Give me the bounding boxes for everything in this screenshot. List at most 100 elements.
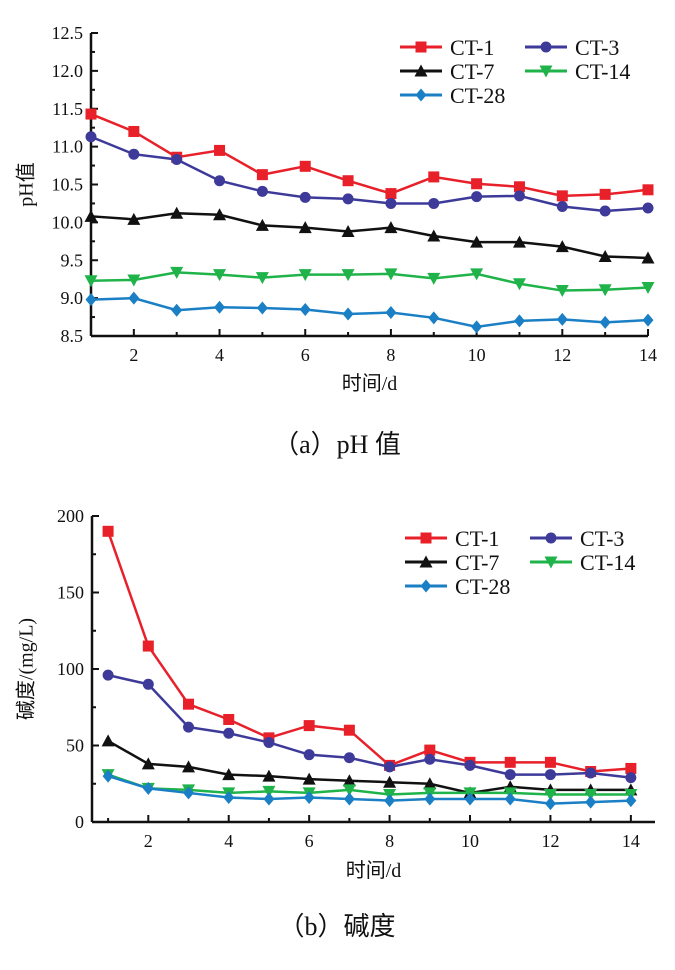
y-tick-label: 9.5	[61, 250, 84, 270]
x-tick-label: 4	[215, 345, 224, 365]
data-point	[182, 760, 196, 773]
legend-marker	[415, 88, 427, 102]
legend-label: CT-7	[450, 59, 494, 84]
data-point	[464, 792, 476, 806]
series-line	[107, 773, 631, 796]
data-point	[342, 784, 356, 797]
y-tick-label: 100	[57, 659, 84, 679]
data-point	[298, 221, 312, 234]
series-CT-28	[102, 769, 637, 811]
chart-2: 0 50 100 150 200 2 4 6 8 10 12 14 时间/d 碱度/(mg/L) （b）碱度…	[15, 506, 655, 941]
legend-marker	[544, 556, 558, 569]
data-point	[599, 315, 611, 329]
data-point	[303, 749, 315, 761]
data-point	[383, 775, 397, 788]
series-CT-3	[102, 669, 637, 784]
legend-label: CT-14	[580, 550, 635, 575]
data-point	[262, 769, 276, 782]
data-point	[183, 698, 195, 710]
data-point	[299, 302, 311, 316]
legend-marker	[539, 65, 553, 78]
data-point	[102, 669, 114, 681]
data-point	[512, 235, 526, 248]
x-tick-label: 2	[129, 345, 138, 365]
data-point	[428, 171, 440, 183]
legend-marker	[420, 532, 432, 544]
data-point	[384, 761, 396, 773]
series-CT-7	[84, 206, 655, 264]
data-point	[341, 224, 355, 237]
y-tick-label: 10.0	[52, 212, 84, 232]
data-point	[504, 756, 516, 768]
x-tick-label: 8	[385, 831, 394, 851]
data-point	[141, 757, 155, 770]
legend-marker	[419, 555, 433, 568]
data-point	[341, 269, 355, 282]
series-CT-14	[101, 769, 638, 801]
data-point	[585, 767, 597, 779]
data-point	[585, 795, 597, 809]
data-point	[543, 788, 557, 801]
data-point	[84, 275, 98, 288]
y-tick-label: 12.5	[52, 23, 84, 43]
y-tick-label: 150	[57, 583, 84, 603]
data-point	[302, 772, 316, 785]
series-CT-3	[85, 131, 654, 217]
data-point	[299, 160, 311, 172]
series-line	[90, 135, 649, 213]
series-line	[90, 112, 649, 198]
legend-marker	[414, 64, 428, 77]
y-tick-label: 10.5	[52, 175, 84, 195]
data-point	[171, 154, 183, 166]
data-point	[544, 769, 556, 781]
x-tick-label: 6	[305, 831, 314, 851]
data-point	[424, 792, 436, 806]
x-tick-label: 4	[224, 831, 233, 851]
data-point	[142, 678, 154, 690]
data-point	[625, 772, 637, 784]
data-point	[128, 148, 140, 160]
data-point	[555, 285, 569, 298]
data-point	[343, 724, 355, 736]
data-point	[598, 249, 612, 262]
legend-label: CT-3	[580, 526, 624, 551]
data-point	[384, 794, 396, 808]
x-tick-label: 8	[386, 345, 395, 365]
data-point	[470, 268, 484, 281]
x-tick-label: 14	[622, 831, 640, 851]
data-point	[556, 200, 568, 212]
y-tick-label: 11.5	[52, 99, 83, 119]
legend-item: CT-7	[405, 550, 499, 575]
legend-marker	[540, 41, 552, 53]
legend-label: CT-3	[575, 35, 619, 60]
data-point	[128, 291, 140, 305]
y-tick-label: 0	[75, 812, 84, 832]
data-point	[385, 188, 397, 200]
data-point	[470, 235, 484, 248]
data-point	[85, 293, 97, 307]
data-point	[101, 734, 115, 747]
data-point	[255, 218, 269, 231]
data-point	[214, 175, 226, 187]
data-point	[342, 175, 354, 187]
data-point	[428, 197, 440, 209]
data-point	[342, 307, 354, 321]
y-tick-label: 11.0	[52, 137, 83, 157]
data-point	[142, 640, 154, 652]
series-line	[107, 673, 632, 779]
data-point	[298, 269, 312, 282]
data-point	[642, 313, 654, 327]
x-tick-label: 6	[301, 345, 310, 365]
data-point	[423, 777, 437, 790]
data-point	[625, 794, 637, 808]
legend-label: CT-1	[455, 526, 499, 551]
chart-caption: （b）碱度	[278, 912, 395, 941]
data-point	[471, 320, 483, 334]
legend-label: CT-7	[455, 550, 499, 575]
data-point	[342, 193, 354, 205]
data-point	[504, 769, 516, 781]
data-point	[170, 206, 184, 219]
data-point	[427, 272, 441, 285]
data-point	[641, 251, 655, 264]
